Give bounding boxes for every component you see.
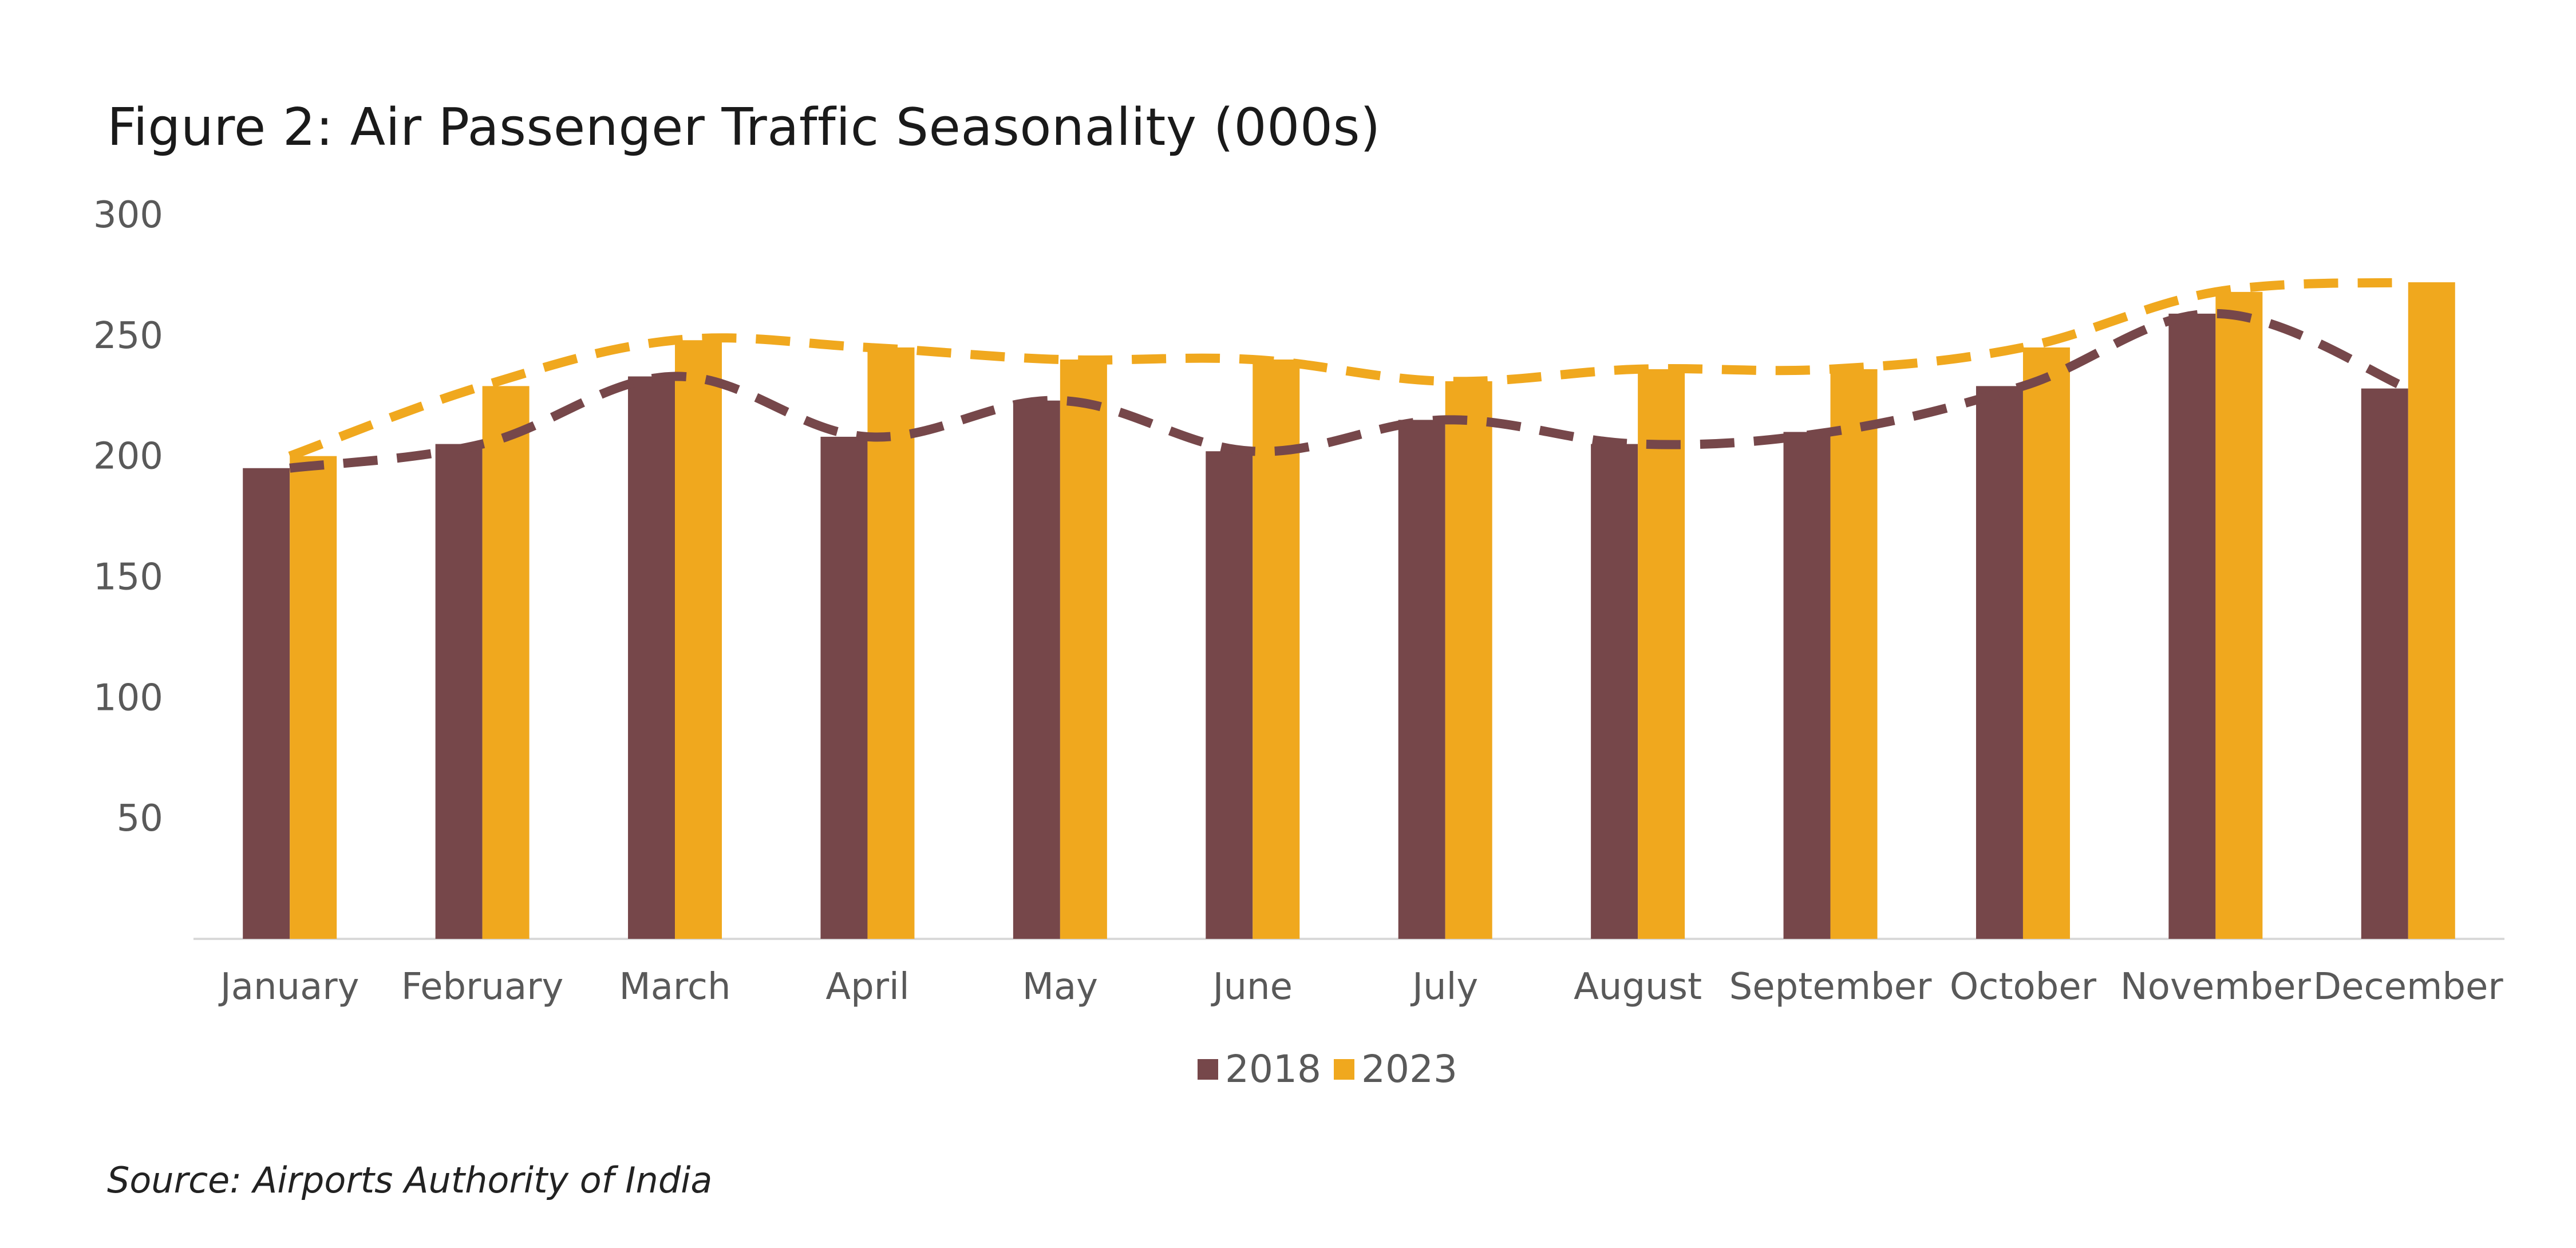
y-tick-label: 150 bbox=[93, 556, 163, 599]
bar-2023 bbox=[1830, 369, 1878, 939]
bar-2018 bbox=[1591, 444, 1638, 939]
chart-title: Figure 2: Air Passenger Traffic Seasonal… bbox=[107, 97, 1381, 157]
bar-2018 bbox=[1783, 432, 1831, 939]
x-tick-label: October bbox=[1950, 966, 2097, 1008]
x-tick-label: April bbox=[825, 966, 909, 1008]
bar-2018 bbox=[243, 468, 290, 939]
x-tick-label: March bbox=[619, 966, 730, 1008]
trend-line-2023 bbox=[288, 278, 2409, 461]
bar-2023 bbox=[2022, 347, 2070, 939]
y-tick-label: 250 bbox=[93, 315, 163, 357]
trend-lines bbox=[288, 278, 2410, 473]
x-tick-label: August bbox=[1574, 966, 1702, 1008]
legend-label: 2018 bbox=[1225, 1047, 1321, 1091]
y-tick-label: 50 bbox=[117, 797, 163, 840]
bar-2023 bbox=[675, 340, 722, 939]
bar-2018 bbox=[435, 444, 483, 939]
bar-2018 bbox=[1976, 386, 2023, 939]
x-tick-label: September bbox=[1729, 966, 1932, 1008]
y-tick-label: 100 bbox=[93, 677, 163, 719]
bar-2023 bbox=[1638, 369, 1685, 939]
bar-2018 bbox=[2168, 313, 2216, 939]
y-tick-label: 200 bbox=[93, 436, 163, 478]
bar-2018 bbox=[2361, 388, 2408, 939]
source-note: Source: Airports Authority of India bbox=[107, 1159, 713, 1201]
bar-2023 bbox=[1060, 360, 1107, 939]
x-tick-label: December bbox=[2313, 966, 2504, 1008]
bar-2018 bbox=[1206, 451, 1253, 939]
x-tick-label: July bbox=[1410, 966, 1478, 1008]
bar-2018 bbox=[1398, 420, 1445, 939]
y-tick-label: 300 bbox=[93, 194, 163, 236]
x-tick-label: January bbox=[218, 966, 359, 1008]
x-tick-label: February bbox=[401, 966, 564, 1008]
legend-swatch bbox=[1198, 1059, 1218, 1080]
bar-2023 bbox=[2408, 282, 2455, 939]
bar-2023 bbox=[1253, 360, 1300, 939]
legend-swatch bbox=[1334, 1059, 1354, 1080]
bar-2023 bbox=[867, 347, 915, 939]
bars bbox=[243, 282, 2455, 939]
trend-line-2018 bbox=[289, 309, 2410, 473]
bar-2023 bbox=[482, 386, 530, 939]
x-axis-labels: January February March April May June July Augu… bbox=[218, 966, 2504, 1008]
x-tick-label: November bbox=[2120, 966, 2312, 1008]
bar-2018 bbox=[628, 376, 675, 939]
bar-2023 bbox=[1445, 381, 1492, 939]
bar-2018 bbox=[820, 436, 868, 939]
y-axis-labels: 50 100 150 200 250 300 bbox=[93, 194, 163, 840]
legend: 2018 2023 bbox=[1198, 1047, 1457, 1091]
legend-label: 2023 bbox=[1361, 1047, 1457, 1091]
bar-2018 bbox=[1013, 400, 1060, 939]
bar-2023 bbox=[290, 456, 337, 939]
x-tick-label: May bbox=[1022, 966, 1098, 1008]
bar-2023 bbox=[2215, 291, 2263, 939]
x-tick-label: June bbox=[1211, 966, 1293, 1008]
